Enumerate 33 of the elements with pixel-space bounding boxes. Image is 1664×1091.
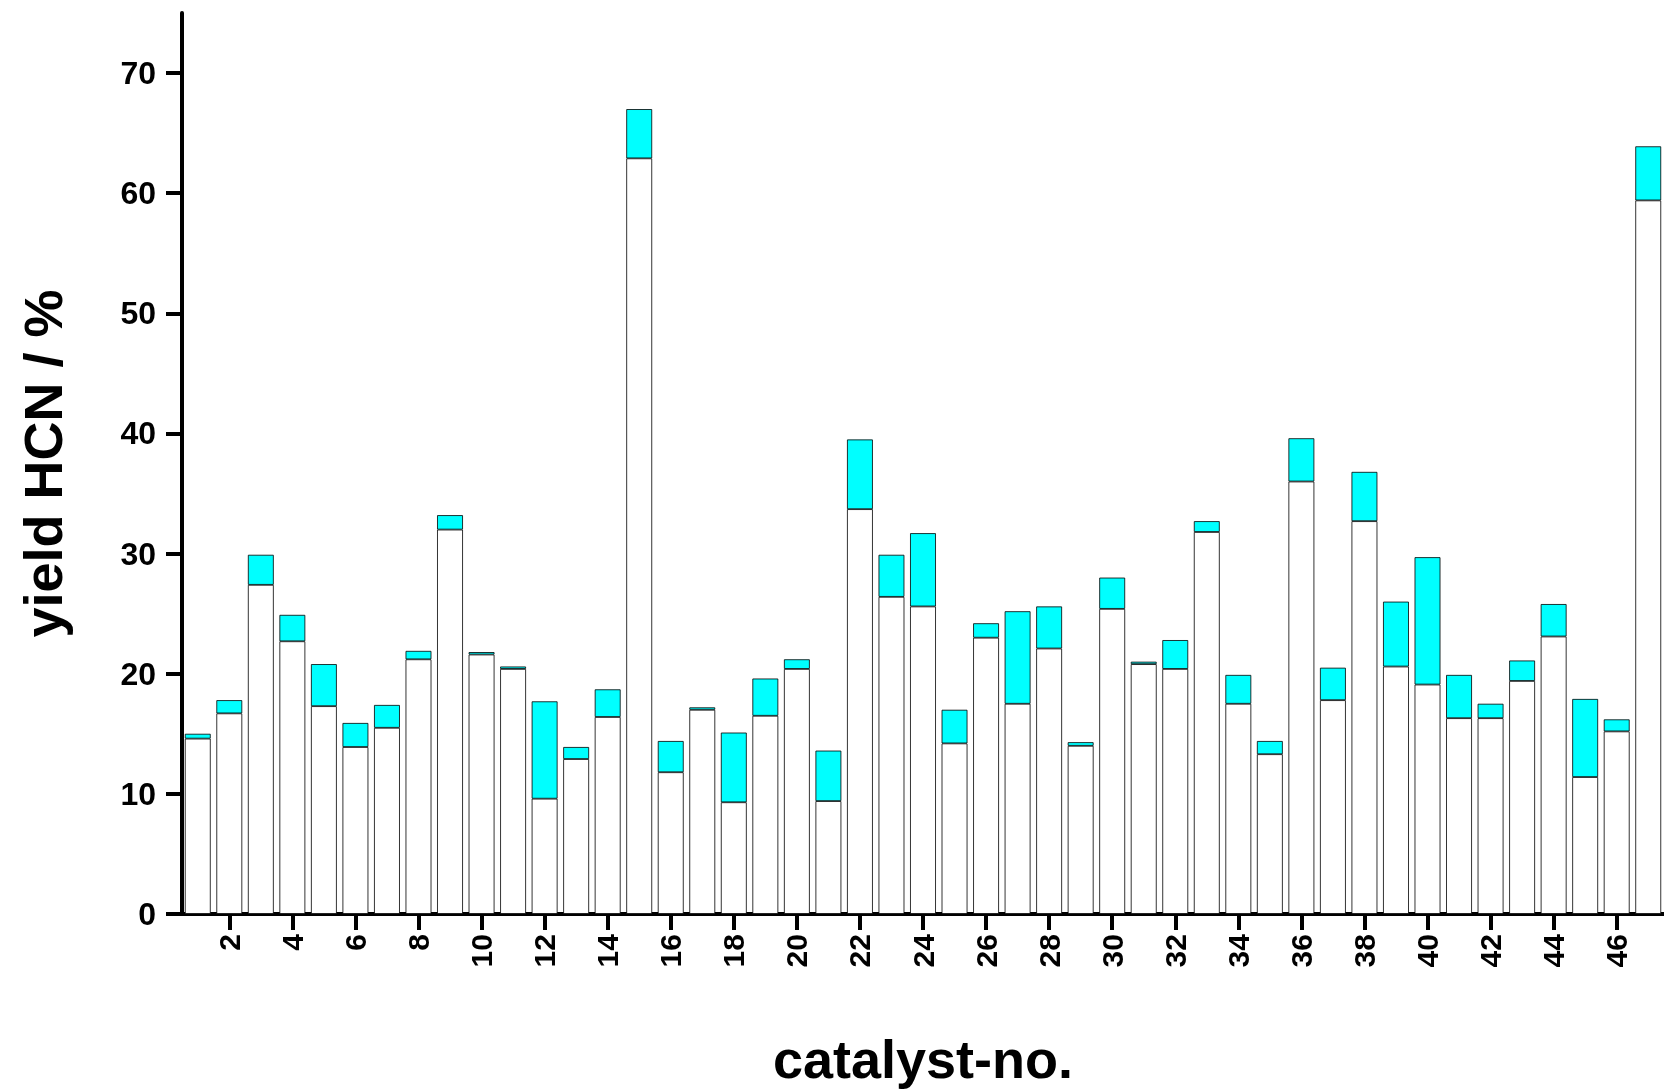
x-tick-label: 42 [1474,934,1508,968]
x-tick-label: 12 [528,934,562,968]
x-tick-label: 16 [654,934,688,968]
x-tick-label: 46 [1600,934,1634,968]
y-tick-label: 0 [138,896,156,932]
x-tick-label: 40 [1411,934,1445,968]
y-tick-label: 10 [120,775,156,812]
x-tick-label: 6 [338,934,372,951]
x-tick-label: 20 [780,934,814,968]
x-axis-title: catalyst-no. [772,1029,1074,1089]
x-tick-label: 32 [1158,934,1192,968]
x-tick-label: 10 [465,934,499,968]
y-axis-title: yield HCN / % [13,289,73,638]
x-tick-label: 28 [1032,934,1066,968]
x-tick-label: 14 [591,933,625,968]
y-tick-label: 40 [120,415,156,452]
x-tick-label: 44 [1537,933,1571,968]
x-tick-label: 38 [1347,934,1381,968]
x-tick-label: 30 [1095,934,1129,968]
x-tick-label: 22 [843,934,877,968]
y-tick-label: 20 [120,655,156,692]
y-tick-label: 60 [120,175,156,212]
x-tick-label: 2 [212,934,246,951]
x-tick-label: 26 [969,934,1003,968]
x-tick-label: 4 [275,933,309,951]
x-tick-label: 34 [1221,933,1255,968]
y-tick-label: 70 [120,55,156,92]
x-tick-label: 18 [717,934,751,968]
y-tick-label: 30 [120,535,156,572]
x-tick-label: 36 [1284,934,1318,968]
x-tick-label: 8 [401,934,435,951]
y-tick-label: 50 [120,295,156,332]
x-tick-label: 24 [906,933,940,968]
